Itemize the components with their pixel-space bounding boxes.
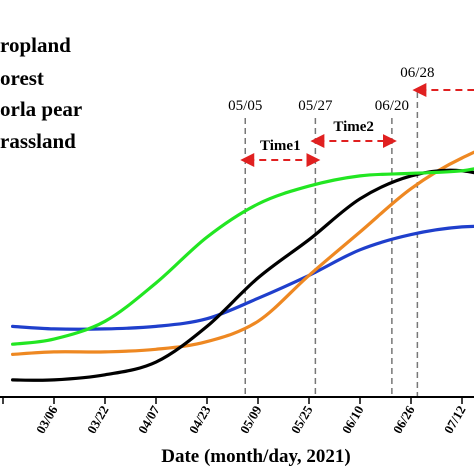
x-axis: 03/06 03/22 04/07 04/23 05/09 05/25 06/10 06/26… [0,396,474,437]
x-tick-label: 04/23 [186,403,214,437]
x-tick-label: 06/26 [390,403,418,437]
legend-entry: orest [0,66,44,90]
x-tick-label: 03/06 [33,403,61,437]
marker-label: 06/20 [375,98,409,114]
x-tick-label: 04/07 [135,403,163,437]
legend-entry: orla pear [0,97,82,121]
annotation-layer: Time1Time2Time3 [240,83,474,167]
series-layer [11,150,474,382]
legend-entry: ropland [0,33,71,57]
x-tick-label: 05/25 [288,403,316,437]
x-tick-label: 03/22 [84,403,112,436]
series-line [11,167,474,346]
x-tick-label: 07/12 [441,403,469,436]
series-line [11,168,474,382]
marker-label: 05/27 [298,98,333,114]
x-axis-label: Date (month/day, 2021) [161,446,350,467]
legend: ropland orest orla pear rassland [0,33,82,153]
x-tick-label: 06/10 [339,403,367,436]
series-line [11,150,474,356]
x-tick-label: 05/09 [237,403,265,437]
annotation-label: Time1 [260,138,301,154]
marker-label: 06/28 [400,65,434,81]
annotation-label: Time2 [333,119,374,135]
marker-label: 05/05 [228,98,262,114]
series-line [11,224,474,331]
legend-entry: rassland [0,129,76,153]
